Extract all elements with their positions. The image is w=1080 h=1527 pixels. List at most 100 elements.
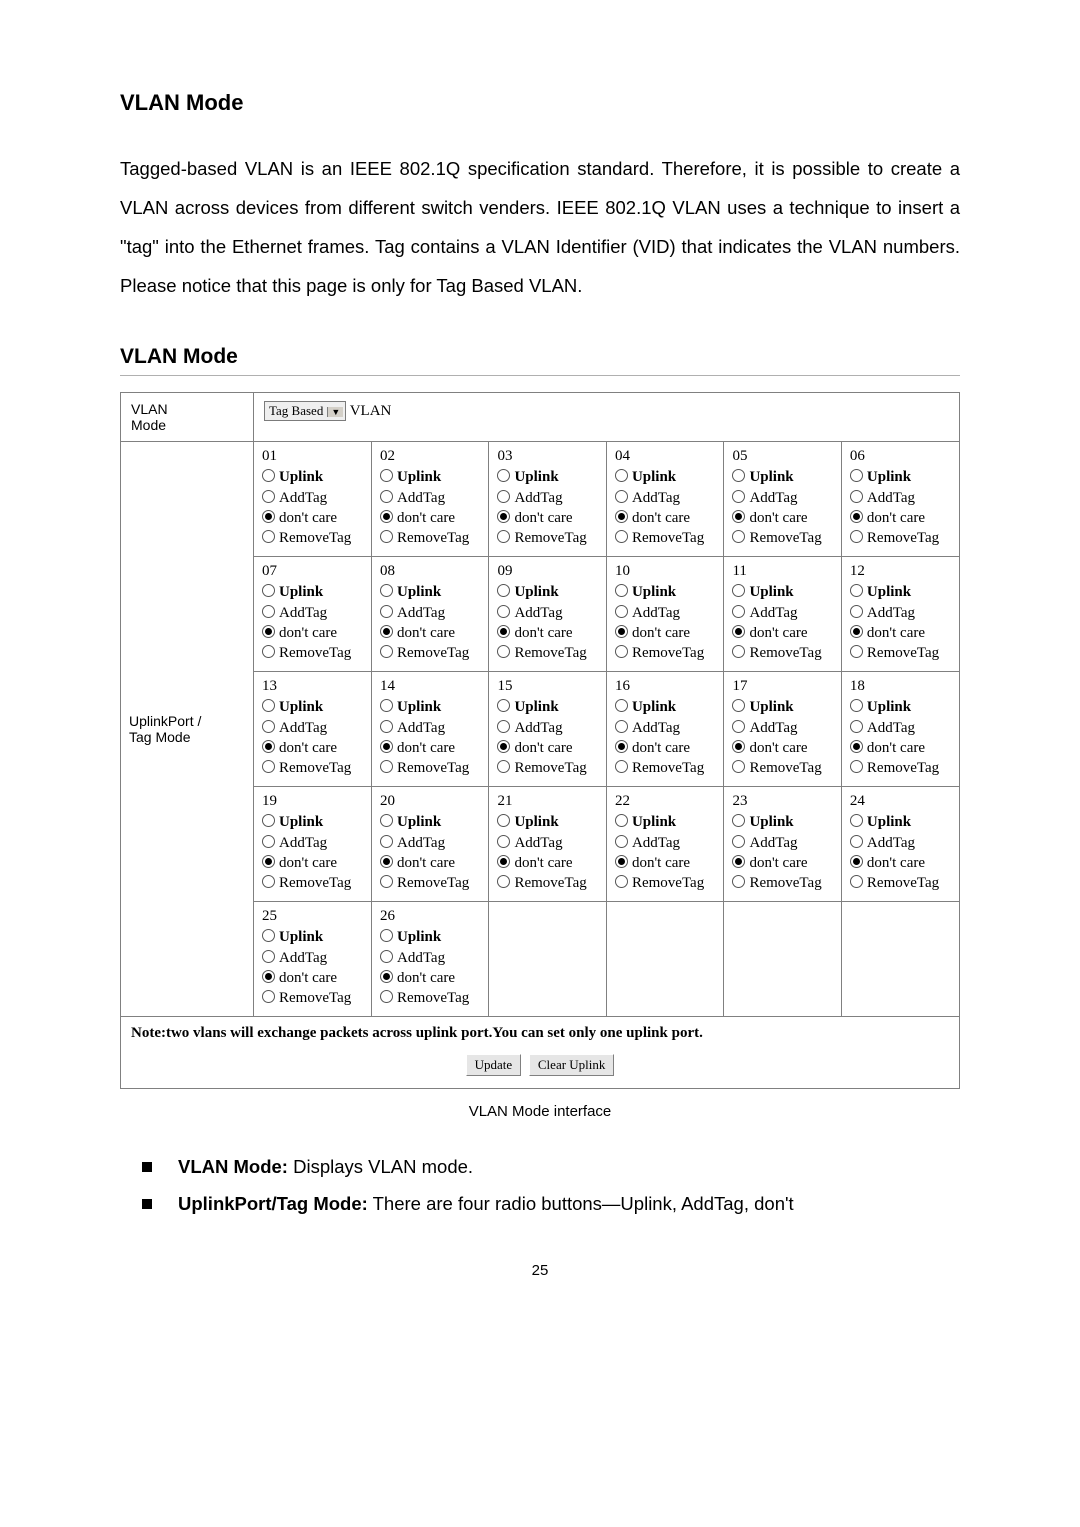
radio-icon[interactable] xyxy=(380,929,393,942)
port-option[interactable]: RemoveTag xyxy=(380,873,480,893)
radio-icon[interactable] xyxy=(850,760,863,773)
radio-icon[interactable] xyxy=(380,625,393,638)
port-option[interactable]: AddTag xyxy=(262,488,363,508)
radio-icon[interactable] xyxy=(380,990,393,1003)
port-option[interactable]: don't care xyxy=(380,738,480,758)
port-option[interactable]: AddTag xyxy=(497,718,597,738)
update-button[interactable]: Update xyxy=(466,1054,522,1076)
port-option[interactable]: AddTag xyxy=(732,603,832,623)
port-option[interactable]: don't care xyxy=(497,508,597,528)
radio-icon[interactable] xyxy=(732,875,745,888)
radio-icon[interactable] xyxy=(850,740,863,753)
radio-icon[interactable] xyxy=(497,699,510,712)
radio-icon[interactable] xyxy=(380,875,393,888)
radio-icon[interactable] xyxy=(262,990,275,1003)
port-option[interactable]: AddTag xyxy=(497,833,597,853)
radio-icon[interactable] xyxy=(732,720,745,733)
port-option[interactable]: Uplink xyxy=(732,467,832,487)
port-option[interactable]: AddTag xyxy=(732,718,832,738)
port-option[interactable]: don't care xyxy=(850,738,951,758)
port-option[interactable]: don't care xyxy=(262,968,363,988)
radio-icon[interactable] xyxy=(732,835,745,848)
radio-icon[interactable] xyxy=(262,950,275,963)
radio-icon[interactable] xyxy=(262,530,275,543)
radio-icon[interactable] xyxy=(380,835,393,848)
radio-icon[interactable] xyxy=(615,740,628,753)
radio-icon[interactable] xyxy=(262,584,275,597)
port-option[interactable]: RemoveTag xyxy=(732,643,832,663)
radio-icon[interactable] xyxy=(497,490,510,503)
port-option[interactable]: RemoveTag xyxy=(497,873,597,893)
port-option[interactable]: AddTag xyxy=(380,488,480,508)
radio-icon[interactable] xyxy=(262,875,275,888)
radio-icon[interactable] xyxy=(497,875,510,888)
port-option[interactable]: Uplink xyxy=(262,812,363,832)
radio-icon[interactable] xyxy=(380,950,393,963)
radio-icon[interactable] xyxy=(850,510,863,523)
port-option[interactable]: don't care xyxy=(380,968,480,988)
radio-icon[interactable] xyxy=(732,530,745,543)
clear-uplink-button[interactable]: Clear Uplink xyxy=(529,1054,615,1076)
port-option[interactable]: don't care xyxy=(850,853,951,873)
radio-icon[interactable] xyxy=(732,699,745,712)
radio-icon[interactable] xyxy=(615,625,628,638)
radio-icon[interactable] xyxy=(850,699,863,712)
port-option[interactable]: Uplink xyxy=(732,812,832,832)
radio-icon[interactable] xyxy=(732,645,745,658)
radio-icon[interactable] xyxy=(262,605,275,618)
radio-icon[interactable] xyxy=(615,490,628,503)
radio-icon[interactable] xyxy=(615,814,628,827)
radio-icon[interactable] xyxy=(732,490,745,503)
radio-icon[interactable] xyxy=(380,855,393,868)
port-option[interactable]: AddTag xyxy=(497,603,597,623)
port-option[interactable]: RemoveTag xyxy=(850,643,951,663)
port-option[interactable]: AddTag xyxy=(497,488,597,508)
radio-icon[interactable] xyxy=(850,645,863,658)
port-option[interactable]: Uplink xyxy=(850,582,951,602)
radio-icon[interactable] xyxy=(262,469,275,482)
radio-icon[interactable] xyxy=(850,720,863,733)
radio-icon[interactable] xyxy=(262,835,275,848)
port-option[interactable]: don't care xyxy=(262,853,363,873)
port-option[interactable]: AddTag xyxy=(380,718,480,738)
port-option[interactable]: RemoveTag xyxy=(732,758,832,778)
port-option[interactable]: RemoveTag xyxy=(262,873,363,893)
port-option[interactable]: AddTag xyxy=(380,603,480,623)
port-option[interactable]: AddTag xyxy=(262,603,363,623)
port-option[interactable]: Uplink xyxy=(850,812,951,832)
radio-icon[interactable] xyxy=(380,740,393,753)
port-option[interactable]: AddTag xyxy=(262,948,363,968)
radio-icon[interactable] xyxy=(380,469,393,482)
radio-icon[interactable] xyxy=(732,625,745,638)
radio-icon[interactable] xyxy=(615,510,628,523)
port-option[interactable]: Uplink xyxy=(850,467,951,487)
port-option[interactable]: don't care xyxy=(262,508,363,528)
port-option[interactable]: don't care xyxy=(380,853,480,873)
port-option[interactable]: AddTag xyxy=(615,488,715,508)
port-option[interactable]: RemoveTag xyxy=(850,528,951,548)
radio-icon[interactable] xyxy=(615,605,628,618)
chevron-down-icon[interactable]: ▼ xyxy=(327,407,343,417)
radio-icon[interactable] xyxy=(732,584,745,597)
port-option[interactable]: Uplink xyxy=(732,582,832,602)
port-option[interactable]: don't care xyxy=(497,853,597,873)
port-option[interactable]: Uplink xyxy=(262,697,363,717)
port-option[interactable]: AddTag xyxy=(850,718,951,738)
radio-icon[interactable] xyxy=(380,970,393,983)
port-option[interactable]: RemoveTag xyxy=(380,988,480,1008)
port-option[interactable]: RemoveTag xyxy=(850,758,951,778)
port-option[interactable]: don't care xyxy=(497,738,597,758)
port-option[interactable]: don't care xyxy=(615,738,715,758)
radio-icon[interactable] xyxy=(380,814,393,827)
radio-icon[interactable] xyxy=(262,510,275,523)
radio-icon[interactable] xyxy=(262,970,275,983)
port-option[interactable]: RemoveTag xyxy=(262,643,363,663)
radio-icon[interactable] xyxy=(850,530,863,543)
port-option[interactable]: Uplink xyxy=(615,697,715,717)
radio-icon[interactable] xyxy=(497,510,510,523)
radio-icon[interactable] xyxy=(497,645,510,658)
port-option[interactable]: don't care xyxy=(380,623,480,643)
port-option[interactable]: AddTag xyxy=(380,833,480,853)
radio-icon[interactable] xyxy=(497,740,510,753)
port-option[interactable]: RemoveTag xyxy=(615,528,715,548)
